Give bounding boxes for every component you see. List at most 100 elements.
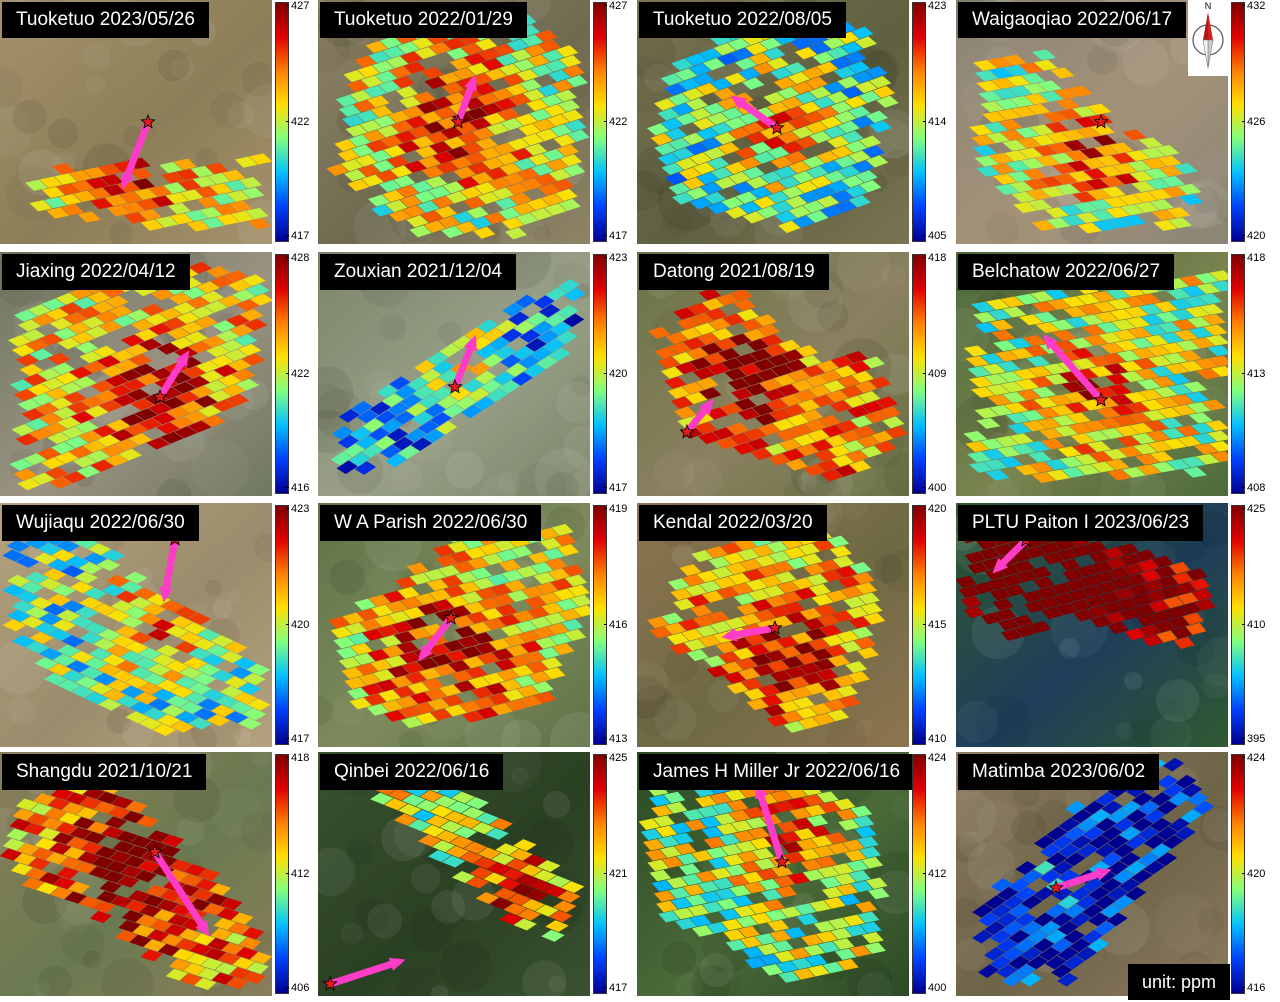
map-panel: W A Parish 2022/06/30 419 416 413 (318, 503, 630, 747)
panel-title: Waigaoqiao 2022/06/17 (958, 2, 1187, 38)
colorbar-tick-mid: 410 (1241, 619, 1266, 631)
map-panel: James H Miller Jr 2022/06/16 424 412 400 (637, 752, 949, 996)
colorbar-tick-max: 418 (1241, 252, 1266, 264)
xco2-map-image (637, 752, 909, 996)
colorbar-tick-mid: 415 (922, 619, 947, 631)
star-icon (1093, 113, 1109, 129)
colorbar-tick-max: 425 (1241, 503, 1266, 515)
colorbar-tick-mid: 420 (603, 368, 628, 380)
satellite-map (956, 252, 1228, 496)
panel-title: Tuoketuo 2022/08/05 (639, 2, 846, 38)
colorbar-tick-min: 406 (285, 982, 310, 994)
star-icon (679, 423, 695, 439)
colorbar-tick-max: 419 (603, 503, 628, 515)
colorbar (912, 2, 926, 242)
colorbar-tick-max: 423 (285, 503, 310, 515)
star-icon (767, 619, 783, 635)
map-panel: PLTU Paiton I 2023/06/23 425 410 395 (956, 503, 1268, 747)
colorbar-tick-max: 425 (603, 752, 628, 764)
panel-title: Jiaxing 2022/04/12 (2, 254, 190, 290)
plume-arrow-icon (418, 614, 455, 662)
colorbar (275, 754, 289, 994)
colorbar-tick-min: 400 (922, 482, 947, 494)
colorbar-tick-min: 417 (603, 230, 628, 242)
satellite-map (956, 752, 1228, 996)
colorbar (1231, 505, 1245, 745)
star-icon (322, 975, 338, 991)
panel-title: James H Miller Jr 2022/06/16 (639, 754, 915, 790)
panel-title: PLTU Paiton I 2023/06/23 (958, 505, 1204, 541)
map-panel: Tuoketuo 2022/08/05 423 414 405 (637, 0, 949, 244)
panel-title: Datong 2021/08/19 (639, 254, 829, 290)
xco2-map-image (637, 503, 909, 747)
colorbar-tick-min: 395 (1241, 733, 1266, 745)
colorbar (593, 2, 607, 242)
map-panel: Jiaxing 2022/04/12 428 422 416 (0, 252, 312, 496)
star-icon (152, 388, 168, 404)
colorbar-tick-mid: 426 (1241, 116, 1266, 128)
panel-title: Kendal 2022/03/20 (639, 505, 827, 541)
xco2-map-image (956, 252, 1228, 496)
xco2-map-image (318, 752, 590, 996)
colorbar (1231, 754, 1245, 994)
star-icon (447, 378, 463, 394)
panel-title: W A Parish 2022/06/30 (320, 505, 542, 541)
colorbar-tick-min: 405 (922, 230, 947, 242)
colorbar-tick-min: 410 (922, 733, 947, 745)
plume-arrow-icon (1042, 334, 1105, 404)
map-panel: Kendal 2022/03/20 420 415 410 (637, 503, 949, 747)
map-panel: Tuoketuo 2022/01/29 427 422 417 (318, 0, 630, 244)
plume-arrow-icon (451, 334, 477, 391)
satellite-map (318, 752, 590, 996)
satellite-map (637, 503, 909, 747)
colorbar-tick-max: 424 (922, 752, 947, 764)
colorbar (912, 505, 926, 745)
plume-arrow-icon (156, 350, 190, 401)
colorbar-tick-max: 418 (285, 752, 310, 764)
compass-icon: N (1188, 0, 1228, 76)
colorbar (593, 505, 607, 745)
panel-title: Tuoketuo 2023/05/26 (2, 2, 209, 38)
colorbar-tick-max: 427 (285, 0, 310, 12)
satellite-map (318, 252, 590, 496)
xco2-map-image (0, 252, 272, 496)
colorbar-tick-min: 400 (922, 982, 947, 994)
colorbar-tick-min: 417 (603, 982, 628, 994)
star-icon (147, 843, 163, 859)
map-panel: Wujiaqu 2022/06/30 423 420 417 (0, 503, 312, 747)
plume-arrow-icon (159, 535, 179, 603)
colorbar-tick-mid: 412 (285, 868, 310, 880)
satellite-map (0, 252, 272, 496)
compass-north-label: N (1205, 1, 1212, 11)
panel-title: Belchatow 2022/06/27 (958, 254, 1175, 290)
xco2-map-image (318, 252, 590, 496)
colorbar-tick-min: 420 (1241, 230, 1266, 242)
colorbar-tick-max: 423 (922, 0, 947, 12)
colorbar (275, 254, 289, 494)
unit-label: unit: ppm (1128, 964, 1231, 1000)
colorbar-tick-mid: 421 (603, 868, 628, 880)
colorbar-tick-max: 420 (922, 503, 947, 515)
colorbar-tick-mid: 414 (922, 116, 947, 128)
satellite-map (637, 0, 909, 244)
plume-arrow-icon (1052, 867, 1112, 892)
plume-arrow-icon (730, 95, 781, 132)
satellite-map (637, 252, 909, 496)
colorbar-tick-max: 427 (603, 0, 628, 12)
star-icon (450, 113, 466, 129)
satellite-map (637, 752, 909, 996)
star-icon (1093, 391, 1109, 407)
star-icon (774, 853, 790, 869)
plume-arrow-icon (454, 74, 477, 126)
colorbar-tick-min: 417 (285, 230, 310, 242)
colorbar-tick-min: 417 (285, 733, 310, 745)
plume-arrow-icon (683, 398, 715, 436)
colorbar-tick-max: 428 (285, 252, 310, 264)
colorbar-tick-min: 408 (1241, 482, 1266, 494)
map-panel: Shangdu 2021/10/21 418 412 406 (0, 752, 312, 996)
colorbar (593, 254, 607, 494)
map-panel: Belchatow 2022/06/27 418 413 408 (956, 252, 1268, 496)
colorbar (275, 505, 289, 745)
satellite-map (318, 503, 590, 747)
